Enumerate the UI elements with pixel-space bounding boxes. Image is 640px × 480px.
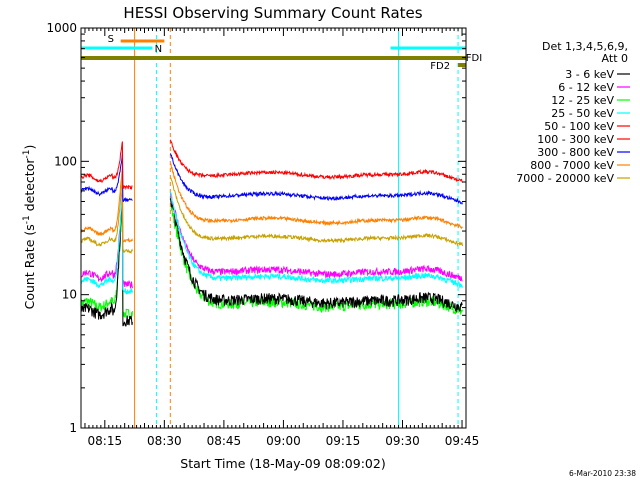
y-axis-label-end: ) xyxy=(22,145,37,150)
legend-header-0: Det 1,3,4,5,6,9, xyxy=(542,40,628,53)
chart-title: HESSI Observing Summary Count Rates xyxy=(123,4,422,22)
flag-label-3: FD2 xyxy=(430,61,450,72)
flag-label-1: N xyxy=(155,44,162,55)
x-tick-label-1: 08:30 xyxy=(147,434,182,448)
y-axis-label-exp2: -1 xyxy=(22,150,32,159)
series-line-4 xyxy=(80,139,463,191)
legend-entry-6: 300 - 800 keV xyxy=(537,146,614,159)
legend-entry-8: 7000 - 20000 keV xyxy=(516,172,614,185)
y-axis-label: Count Rate (s-1 detector-1) xyxy=(22,145,37,310)
x-tick-label-4: 09:15 xyxy=(326,434,361,448)
x-tick-label-6: 09:45 xyxy=(445,434,480,448)
legend-entry-2: 12 - 25 keV xyxy=(551,94,614,107)
legend-entry-5: 100 - 300 keV xyxy=(537,133,614,146)
y-tick-label-3: 1000 xyxy=(46,21,77,35)
footer-timestamp: 6-Mar-2010 23:38 xyxy=(569,469,636,478)
x-tick-label-0: 08:15 xyxy=(88,434,123,448)
series-line-2 xyxy=(80,202,463,321)
x-axis-label: Start Time (18-May-09 08:09:02) xyxy=(180,456,385,471)
plot-frame xyxy=(80,27,467,429)
flag-bar-0 xyxy=(120,39,165,43)
y-tick-label-0: 1 xyxy=(69,421,77,435)
flag-bar-2 xyxy=(390,46,466,50)
series-line-3 xyxy=(80,191,463,295)
x-tick-label-2: 08:45 xyxy=(207,434,242,448)
flag-bar-3 xyxy=(81,56,466,60)
y-axis-label-mid: detector xyxy=(22,158,37,216)
legend-entry-7: 800 - 7000 keV xyxy=(530,159,614,172)
plot-area: S N FDI FD2 xyxy=(80,28,482,428)
y-axis-label-exp1: -1 xyxy=(22,215,32,224)
y-axis-label-main: Count Rate (s xyxy=(22,224,37,309)
series-line-0 xyxy=(80,194,463,327)
flag-bar-1 xyxy=(81,46,153,50)
flag-label-2: FDI xyxy=(466,53,482,64)
series-line-8 xyxy=(80,175,463,254)
y-tick-label-2: 100 xyxy=(54,154,77,168)
x-tick-label-3: 09:00 xyxy=(266,434,301,448)
flag-bar-4 xyxy=(458,63,466,67)
series-line-1 xyxy=(80,192,463,290)
series-line-6 xyxy=(80,151,463,205)
legend-entry-4: 50 - 100 keV xyxy=(544,120,614,133)
legend-header-1: Att 0 xyxy=(602,52,628,65)
axes: 1 10 100 1000 08:15 08:30 08:45 09:00 09:15 09:30… xyxy=(46,21,479,448)
x-tick-label-5: 09:30 xyxy=(385,434,420,448)
legend-entry-0: 3 - 6 keV xyxy=(565,68,614,81)
y-tick-label-1: 10 xyxy=(62,288,77,302)
legend-entry-1: 6 - 12 keV xyxy=(558,81,614,94)
legend-entry-3: 25 - 50 keV xyxy=(551,107,614,120)
series-line-7 xyxy=(80,163,463,243)
flag-label-0: S xyxy=(108,34,114,45)
